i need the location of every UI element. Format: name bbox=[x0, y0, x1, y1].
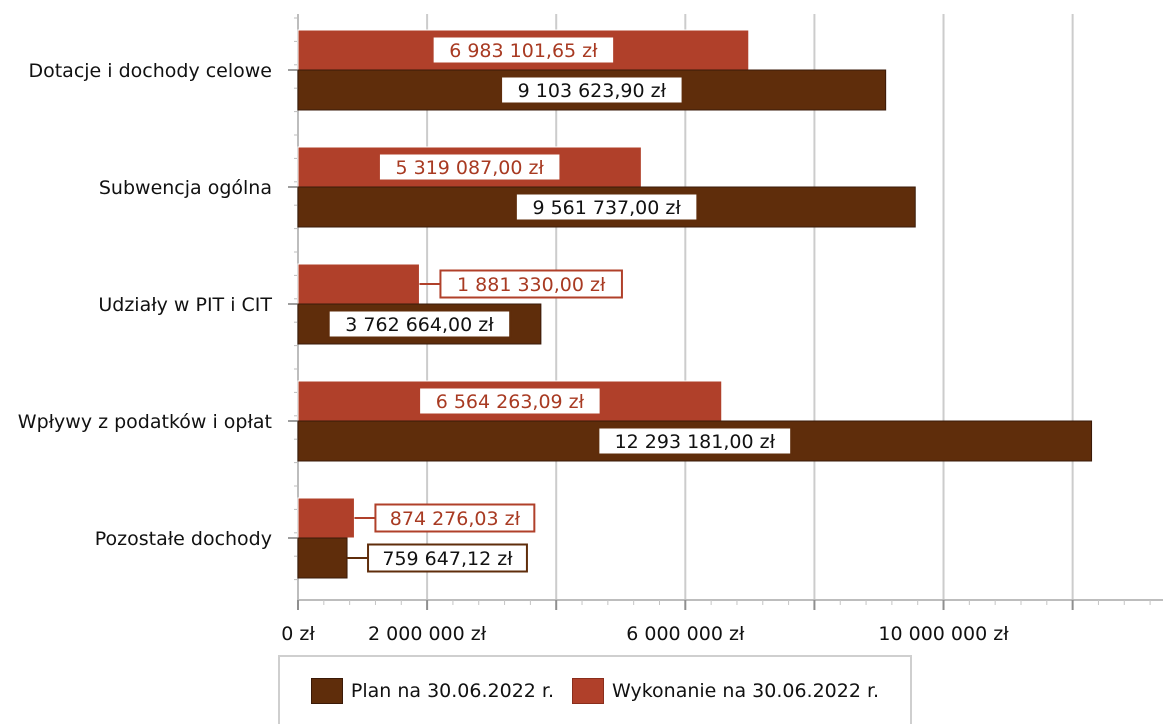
legend-label-plan: Plan na 30.06.2022 r. bbox=[350, 679, 555, 702]
data-label-plan-subwencja-ogolna: 9 561 737,00 zł bbox=[532, 197, 681, 219]
data-label-box-wykonanie-dotacje-i-dochody-celowe bbox=[431, 35, 616, 65]
data-label-wykonanie-subwencja-ogolna: 5 319 087,00 zł bbox=[396, 157, 545, 179]
legend-swatch-wykonanie bbox=[572, 677, 605, 704]
x-tick-label-0: 0 zł bbox=[281, 623, 315, 645]
data-label-plan-dotacje-i-dochody-celowe: 9 103 623,90 zł bbox=[518, 80, 667, 102]
data-label-plan-udzialy-w-pit-i-cit: 3 762 664,00 zł bbox=[345, 314, 494, 336]
category-label-pozostale-dochody: Pozostałe dochody bbox=[95, 528, 272, 550]
data-label-box-wykonanie-pozostale-dochody bbox=[374, 503, 536, 533]
category-label-wplywy-z-podatkow-i-oplat: Wpływy z podatków i opłat bbox=[18, 411, 272, 433]
data-label-box-plan-subwencja-ogolna bbox=[514, 192, 699, 222]
data-label-box-wykonanie-wplywy-z-podatkow-i-oplat bbox=[418, 386, 602, 416]
legend-label-wykonanie: Wykonanie na 30.06.2022 r. bbox=[612, 679, 880, 702]
category-label-udzialy-w-pit-i-cit: Udziały w PIT i CIT bbox=[98, 294, 272, 316]
chart-svg: Dotacje i dochody celowe Subwencja ogólna… bbox=[18, 14, 1163, 645]
legend-item-wykonanie: Wykonanie na 30.06.2022 r. bbox=[572, 677, 880, 704]
bar-plan-pozostale-dochody bbox=[297, 537, 348, 579]
data-label-wykonanie-pozostale-dochody: 874 276,03 zł bbox=[390, 508, 521, 530]
category-label-subwencja-ogolna: Subwencja ogólna bbox=[99, 177, 272, 199]
data-label-box-plan-dotacje-i-dochody-celowe bbox=[500, 75, 684, 105]
legend-item-plan: Plan na 30.06.2022 r. bbox=[310, 677, 555, 704]
bar-wykonanie-udzialy-w-pit-i-cit bbox=[297, 263, 420, 305]
bar-wykonanie-pozostale-dochody bbox=[297, 497, 355, 539]
data-label-box-wykonanie-subwencja-ogolna bbox=[377, 152, 562, 182]
chart-legend: Plan na 30.06.2022 r. Wykonanie na 30.06… bbox=[278, 655, 912, 724]
x-tick-label-3: 10 000 000 zł bbox=[878, 623, 1009, 645]
data-label-box-wykonanie-udzialy-w-pit-i-cit bbox=[439, 269, 623, 299]
legend-swatch-plan bbox=[310, 677, 343, 704]
data-label-wykonanie-wplywy-z-podatkow-i-oplat: 6 564 263,09 zł bbox=[436, 391, 585, 413]
data-label-plan-wplywy-z-podatkow-i-oplat: 12 293 181,00 zł bbox=[615, 431, 776, 453]
category-label-dotacje-i-dochody-celowe: Dotacje i dochody celowe bbox=[28, 60, 272, 82]
data-label-plan-pozostale-dochody: 759 647,12 zł bbox=[382, 548, 513, 570]
data-label-wykonanie-udzialy-w-pit-i-cit: 1 881 330,00 zł bbox=[457, 274, 606, 296]
data-label-wykonanie-dotacje-i-dochody-celowe: 6 983 101,65 zł bbox=[449, 40, 598, 62]
x-tick-label-2: 6 000 000 zł bbox=[626, 623, 745, 645]
x-tick-label-1: 2 000 000 zł bbox=[368, 623, 487, 645]
data-label-box-plan-pozostale-dochody bbox=[367, 543, 528, 573]
data-label-box-plan-wplywy-z-podatkow-i-oplat bbox=[597, 426, 793, 456]
data-label-box-plan-udzialy-w-pit-i-cit bbox=[327, 309, 512, 339]
